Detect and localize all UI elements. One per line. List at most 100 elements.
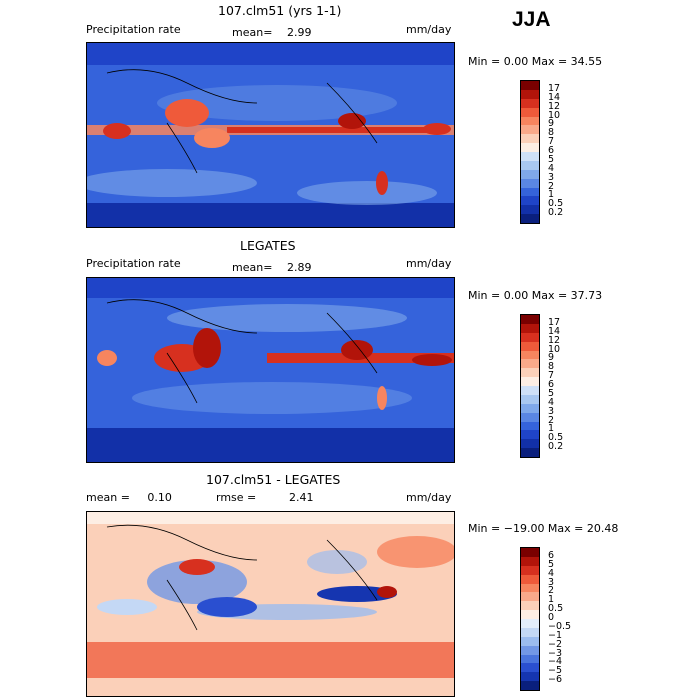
colorbar-tick-label: −2 bbox=[548, 638, 563, 650]
precipitation-difference-map bbox=[86, 511, 455, 697]
colorbar-swatch bbox=[521, 448, 539, 457]
colorbar-tick-label: 10 bbox=[548, 109, 561, 121]
colorbar-swatch bbox=[521, 403, 539, 413]
panel-title: LEGATES bbox=[240, 238, 296, 253]
colorbar-tick-label: 6 bbox=[548, 379, 555, 390]
rmse-value: 2.41 bbox=[289, 491, 314, 504]
colorbar-tick-label: 0.5 bbox=[548, 603, 564, 615]
colorbar-swatch bbox=[521, 160, 539, 170]
colorbar-tick-label: 17 bbox=[548, 82, 561, 94]
colorbar bbox=[520, 80, 540, 224]
variable-label: Precipitation rate bbox=[86, 257, 181, 270]
colorbar-tick-label: 17 bbox=[548, 316, 561, 328]
mean-text: mean = 0.10 bbox=[86, 491, 172, 504]
colorbar-tick-label: 0.5 bbox=[548, 432, 564, 444]
mean-value: 2.89 bbox=[287, 261, 312, 274]
colorbar-tick-label: 3 bbox=[548, 405, 555, 417]
colorbar-tick-label: 0.2 bbox=[548, 441, 564, 453]
colorbar-swatch bbox=[521, 134, 539, 144]
colorbar-tick-label: 5 bbox=[548, 387, 555, 399]
colorbar-tick-label: −6 bbox=[548, 674, 563, 686]
colorbar-swatch bbox=[521, 169, 539, 179]
colorbar-swatch bbox=[521, 619, 539, 628]
colorbar-swatch bbox=[521, 143, 539, 152]
colorbar-swatch bbox=[521, 332, 539, 342]
colorbar-swatch bbox=[521, 548, 539, 557]
panel-title: 107.clm51 (yrs 1-1) bbox=[218, 3, 342, 18]
colorbar-swatch bbox=[521, 610, 539, 619]
colorbar-tick-label: −1 bbox=[548, 629, 563, 641]
colorbar-swatch bbox=[521, 116, 539, 126]
colorbar-swatch bbox=[521, 196, 539, 206]
colorbar-swatch bbox=[521, 430, 539, 440]
min-max-text: Min = 0.00 Max = 34.55 bbox=[468, 55, 603, 68]
min-max-text: Min = −19.00 Max = 20.48 bbox=[468, 522, 619, 535]
colorbar-swatch bbox=[521, 386, 539, 395]
colorbar-swatch bbox=[521, 315, 539, 324]
colorbar-tick-label: 0 bbox=[548, 612, 555, 623]
colorbar-swatch bbox=[521, 574, 539, 584]
colorbar-swatch bbox=[521, 556, 539, 566]
colorbar-swatch bbox=[521, 125, 539, 135]
colorbar-tick-label: 4 bbox=[548, 396, 555, 408]
colorbar-tick-label: 10 bbox=[548, 343, 561, 355]
colorbar-tick-label: −4 bbox=[548, 656, 563, 668]
colorbar-tick-label: 2 bbox=[548, 180, 555, 192]
colorbar-swatch bbox=[521, 341, 539, 351]
colorbar-tick-label: 12 bbox=[548, 334, 561, 346]
colorbar-swatch bbox=[521, 412, 539, 422]
colorbar-tick-label: 9 bbox=[548, 352, 555, 364]
panel-title: 107.clm51 - LEGATES bbox=[206, 472, 341, 487]
season-label: JJA bbox=[512, 8, 551, 31]
colorbar-swatch bbox=[521, 636, 539, 646]
rmse-label: rmse = bbox=[216, 491, 257, 504]
colorbar-swatch bbox=[521, 359, 539, 369]
colorbar-swatch bbox=[521, 672, 539, 682]
colorbar-tick-label: 14 bbox=[548, 325, 561, 337]
variable-label: Precipitation rate bbox=[86, 23, 181, 36]
colorbar-tick-label: 7 bbox=[548, 136, 555, 148]
colorbar-swatch bbox=[521, 654, 539, 664]
units-label: mm/day bbox=[406, 491, 452, 504]
colorbar-tick-label: 2 bbox=[548, 585, 555, 597]
colorbar-swatch bbox=[521, 627, 539, 637]
colorbar-tick-label: 3 bbox=[548, 576, 555, 588]
colorbar-swatch bbox=[521, 592, 539, 602]
mean-value: 2.99 bbox=[287, 26, 312, 39]
colorbar-tick-label: 5 bbox=[548, 558, 555, 570]
colorbar-swatch bbox=[521, 583, 539, 593]
mean-label: mean= bbox=[232, 26, 273, 39]
colorbar-tick-label: 2 bbox=[548, 414, 555, 426]
colorbar-swatch bbox=[521, 89, 539, 99]
precipitation-map bbox=[86, 277, 455, 463]
mean-label: mean= bbox=[232, 261, 273, 274]
colorbar-swatch bbox=[521, 214, 539, 223]
colorbar-swatch bbox=[521, 439, 539, 449]
colorbar-tick-label: 3 bbox=[548, 171, 555, 183]
colorbar-swatch bbox=[521, 81, 539, 90]
min-max-text: Min = 0.00 Max = 37.73 bbox=[468, 289, 603, 302]
colorbar-swatch bbox=[521, 152, 539, 161]
colorbar-tick-label: 9 bbox=[548, 118, 555, 130]
colorbar bbox=[520, 314, 540, 458]
colorbar-swatch bbox=[521, 178, 539, 188]
colorbar-tick-label: 6 bbox=[548, 145, 555, 156]
colorbar-tick-label: 8 bbox=[548, 127, 555, 139]
colorbar-tick-label: 4 bbox=[548, 162, 555, 174]
colorbar-tick-label: 0.5 bbox=[548, 198, 564, 210]
colorbar bbox=[520, 547, 540, 691]
colorbar-tick-label: 14 bbox=[548, 91, 561, 103]
colorbar-tick-label: −0.5 bbox=[548, 620, 572, 632]
colorbar-tick-label: 0.2 bbox=[548, 207, 564, 219]
colorbar-tick-label: 6 bbox=[548, 549, 555, 561]
precipitation-map bbox=[86, 42, 455, 228]
colorbar-swatch bbox=[521, 681, 539, 690]
colorbar-swatch bbox=[521, 565, 539, 575]
colorbar-tick-label: −3 bbox=[548, 647, 563, 659]
colorbar-swatch bbox=[521, 350, 539, 360]
colorbar-swatch bbox=[521, 645, 539, 655]
colorbar-tick-label: −5 bbox=[548, 665, 563, 677]
colorbar-swatch bbox=[521, 421, 539, 431]
units-label: mm/day bbox=[406, 257, 452, 270]
colorbar-tick-label: 12 bbox=[548, 100, 561, 112]
